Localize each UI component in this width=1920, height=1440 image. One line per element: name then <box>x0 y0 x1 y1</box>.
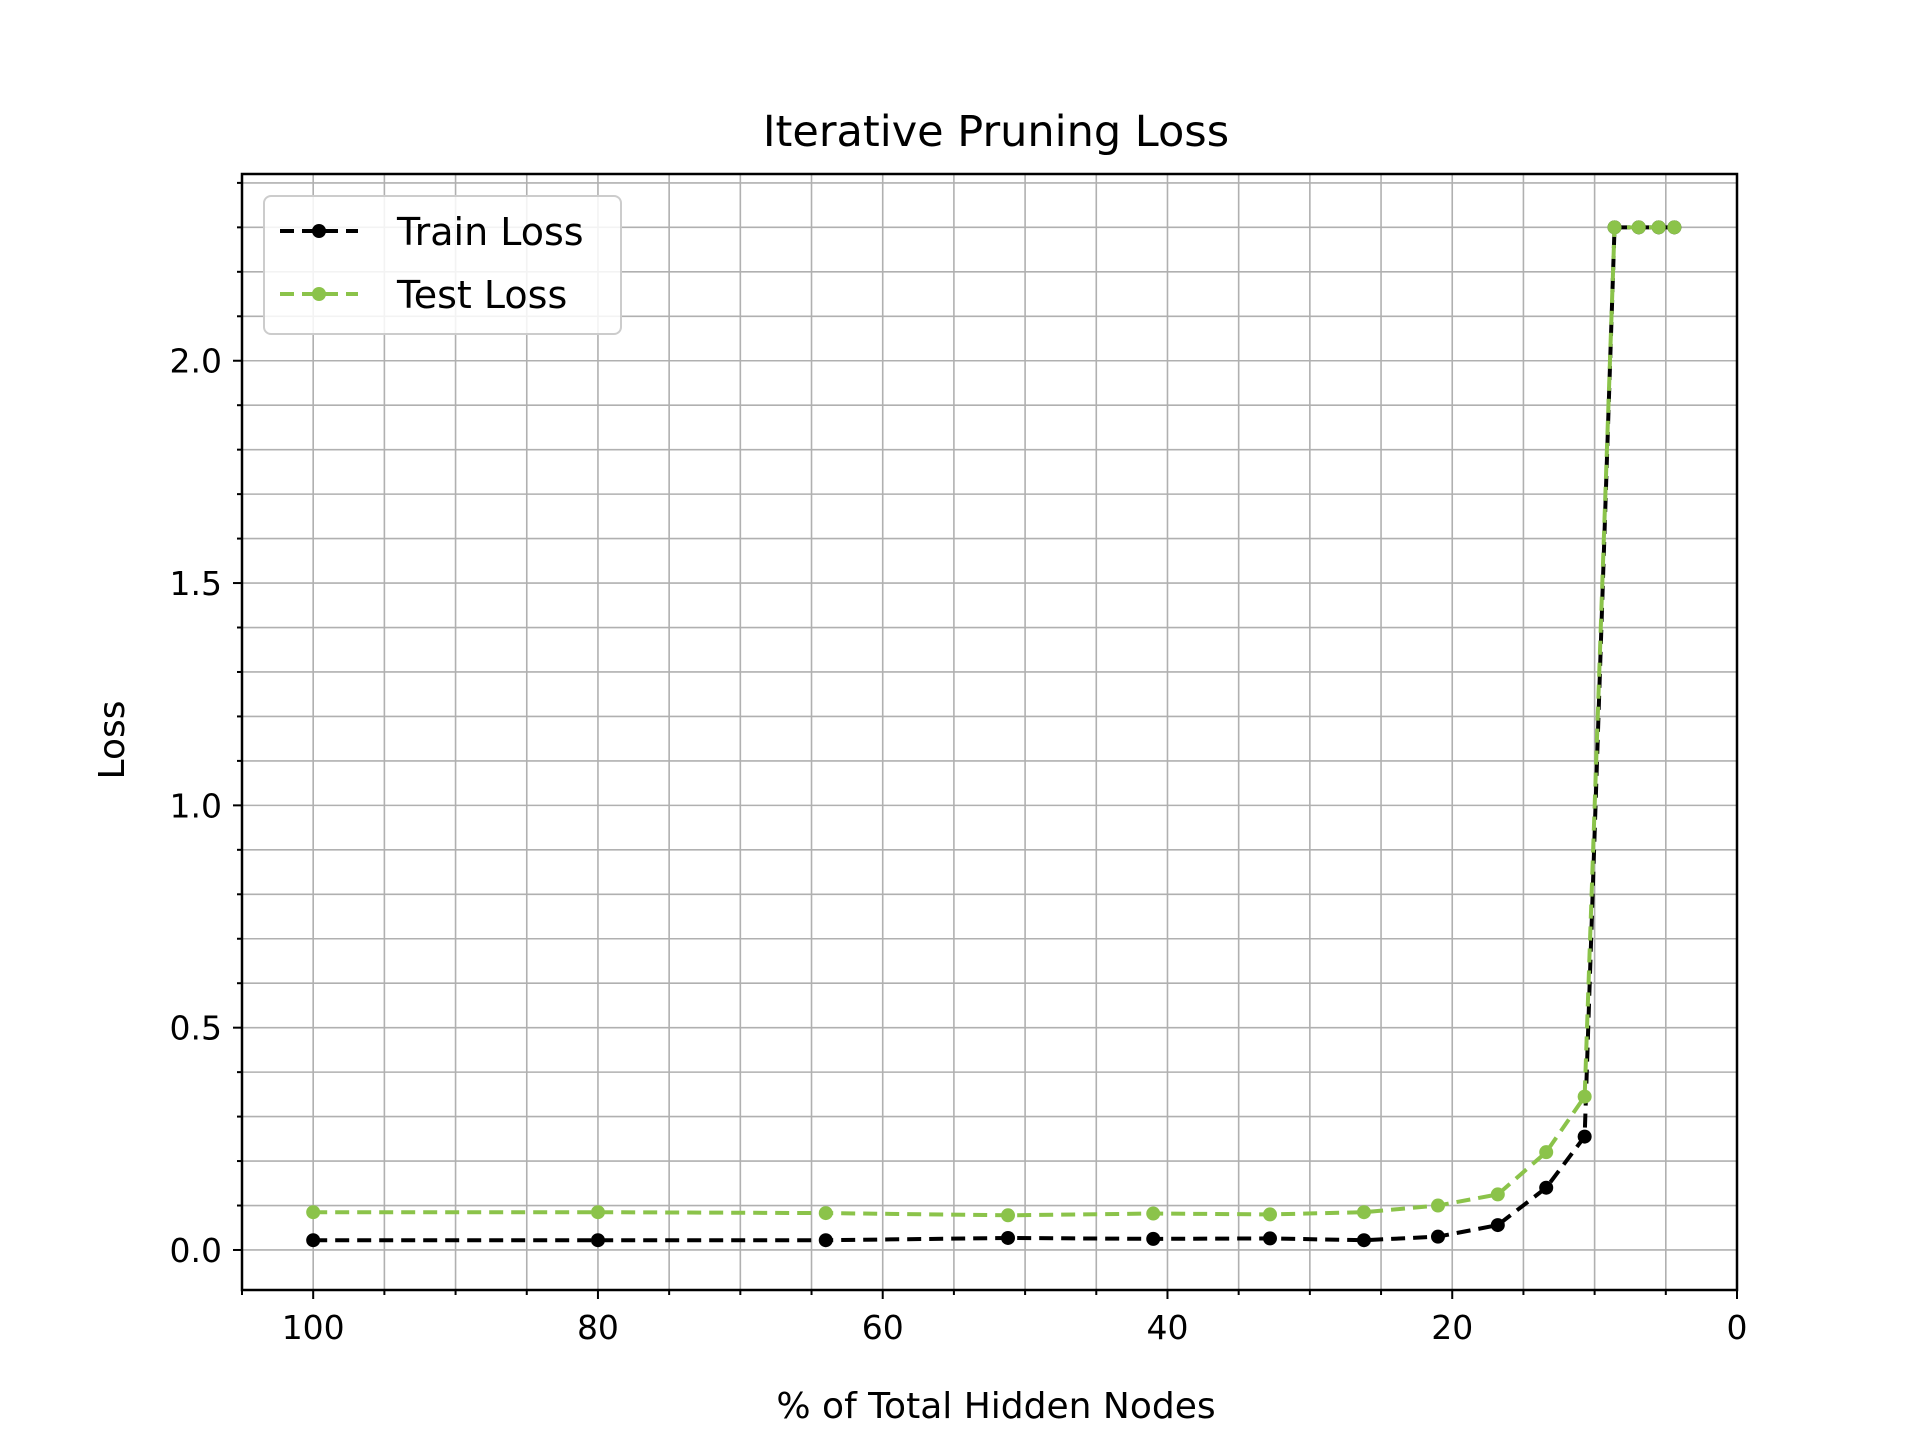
data-point-train-loss <box>1001 1230 1016 1245</box>
data-point-train-loss <box>306 1233 321 1248</box>
data-point-train-loss <box>590 1233 605 1248</box>
legend: Train Loss Test Loss <box>263 195 622 335</box>
data-point-test-loss <box>1607 220 1622 235</box>
data-point-test-loss <box>1001 1208 1016 1223</box>
y-tick-label: 0.5 <box>170 1009 222 1048</box>
series-layer <box>306 220 1682 1248</box>
data-point-test-loss <box>1356 1205 1371 1220</box>
y-tick-label: 0.0 <box>170 1231 222 1270</box>
data-point-test-loss <box>1577 1089 1592 1104</box>
y-tick-label: 1.0 <box>170 786 222 825</box>
data-point-test-loss <box>1631 220 1646 235</box>
data-point-train-loss <box>1490 1218 1505 1233</box>
data-point-test-loss <box>1262 1207 1277 1222</box>
data-point-train-loss <box>1356 1233 1371 1248</box>
data-point-test-loss <box>306 1205 321 1220</box>
data-point-test-loss <box>590 1205 605 1220</box>
data-point-test-loss <box>1431 1198 1445 1213</box>
data-point-train-loss <box>1262 1231 1277 1246</box>
data-point-test-loss <box>1490 1187 1505 1202</box>
data-point-test-loss <box>1146 1206 1161 1221</box>
y-axis-title: Loss <box>92 701 133 780</box>
data-point-test-loss <box>1667 220 1682 235</box>
legend-marker-test-loss <box>312 287 326 301</box>
x-axis-title: % of Total Hidden Nodes <box>776 1386 1215 1427</box>
data-point-train-loss <box>818 1233 833 1248</box>
x-tick-label: 40 <box>1146 1308 1188 1347</box>
legend-marker-train-loss <box>312 224 326 238</box>
legend-label-test-loss: Test Loss <box>396 273 567 317</box>
series-test-loss <box>306 220 1682 1223</box>
data-point-train-loss <box>1146 1231 1161 1246</box>
axis-ticks: 100 80 60 40 20 0 0.0 0.5 1.0 1.5 2.0 <box>170 181 1748 1347</box>
x-tick-label: 60 <box>862 1308 904 1347</box>
x-tick-label: 20 <box>1431 1308 1473 1347</box>
y-tick-label: 1.5 <box>170 564 222 603</box>
x-tick-label: 0 <box>1727 1308 1748 1347</box>
data-point-test-loss <box>818 1206 833 1221</box>
data-point-train-loss <box>1577 1129 1592 1144</box>
data-point-test-loss <box>1539 1145 1554 1160</box>
plot-frame <box>240 172 1739 1292</box>
data-point-train-loss <box>1539 1180 1554 1195</box>
y-tick-label: 2.0 <box>170 342 222 381</box>
data-point-train-loss <box>1431 1229 1445 1244</box>
legend-label-train-loss: Train Loss <box>396 210 584 254</box>
chart-title: Iterative Pruning Loss <box>763 107 1229 157</box>
data-point-test-loss <box>1651 220 1666 235</box>
x-tick-label: 80 <box>577 1308 619 1347</box>
x-tick-label: 100 <box>282 1308 345 1347</box>
